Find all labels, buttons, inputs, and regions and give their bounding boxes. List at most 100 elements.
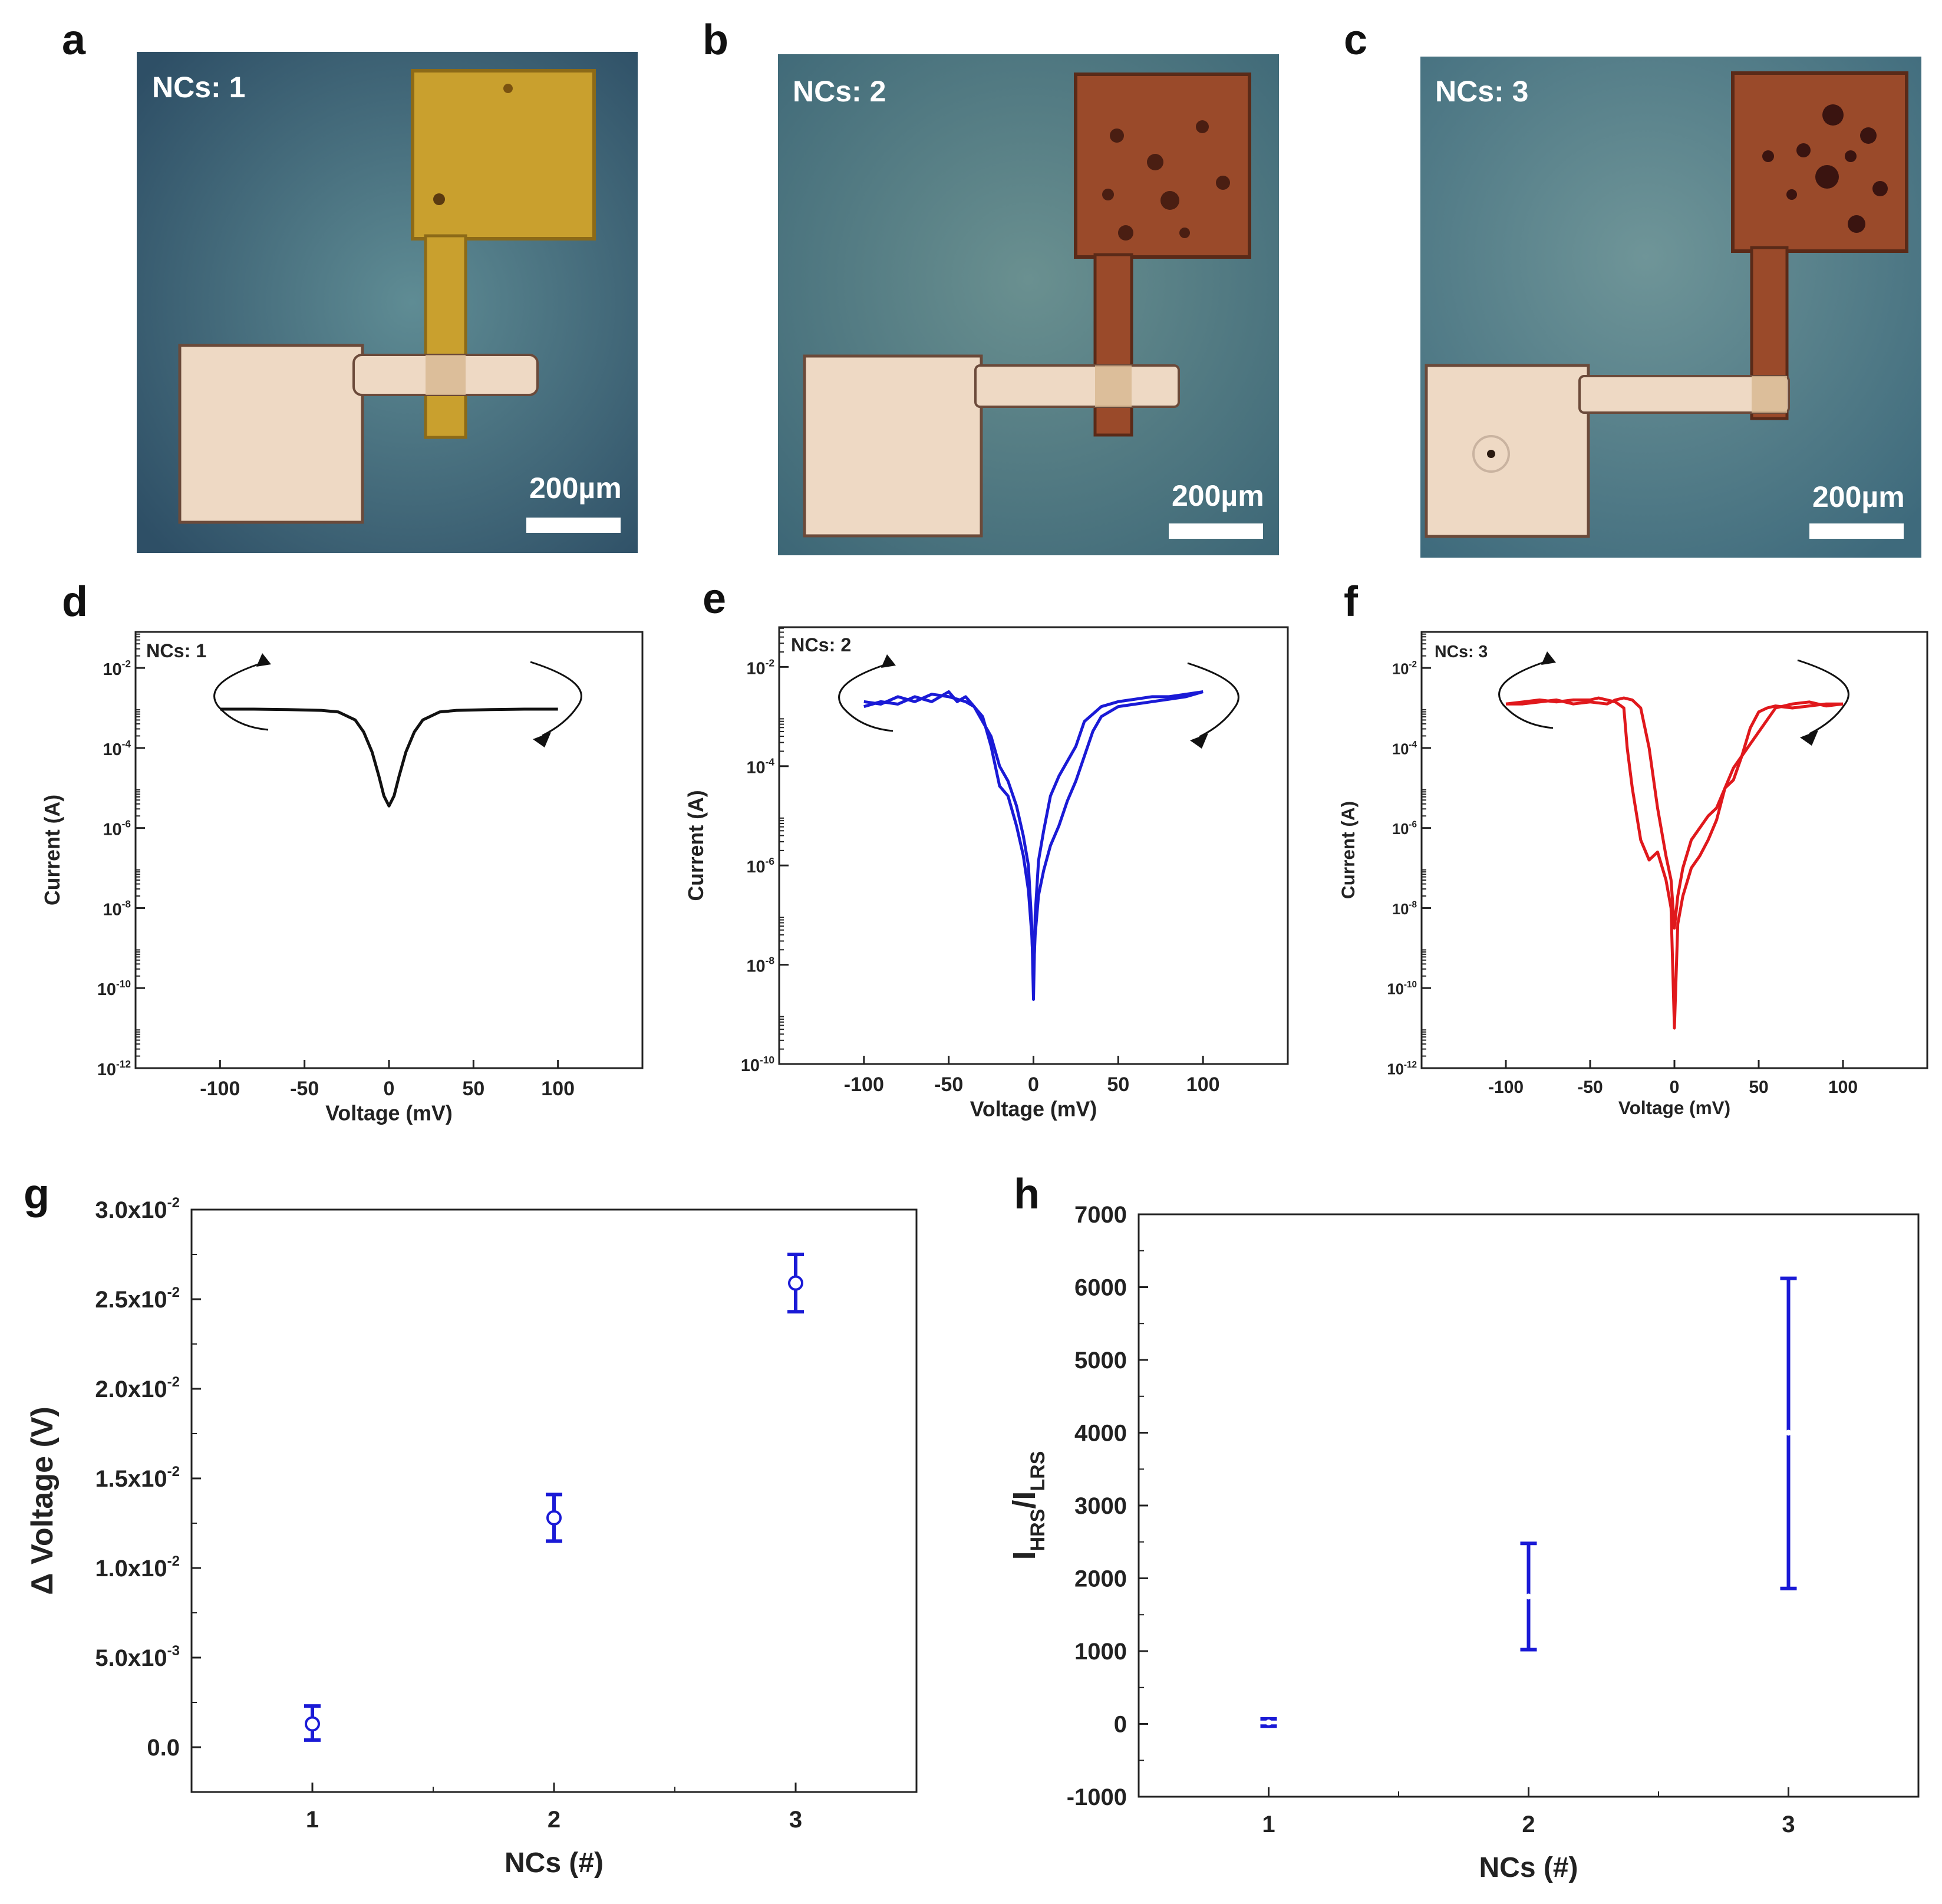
data-point <box>1785 1429 1792 1436</box>
junction-a <box>426 355 466 395</box>
sweep-arrow-head <box>1541 651 1556 665</box>
chart-panel-e: e -100 -50 0 50 100 10-10 10-8 10-6 10-4 10-2 Volta… <box>684 575 1289 1121</box>
y-tick-label: 1.5x10-2 <box>95 1464 180 1492</box>
y-tick-label: 10-12 <box>1387 1060 1417 1078</box>
scale-text-c: 200µm <box>1812 480 1905 513</box>
y-tick-label: 1000 <box>1074 1639 1127 1665</box>
defect-dot-a <box>503 84 513 93</box>
sweep-arrow-curve <box>213 661 269 731</box>
sweep-arrow-curve <box>1187 662 1239 738</box>
y-tick-label: 10-4 <box>1392 740 1417 757</box>
x-tick-label: 100 <box>541 1078 575 1100</box>
y-axis-label: Current (A) <box>41 795 64 905</box>
x-tick-label: 1 <box>1262 1811 1275 1837</box>
panel-label-a: a <box>62 17 86 64</box>
panel-label-e: e <box>703 575 726 622</box>
y-tick-label: 10-8 <box>103 898 131 919</box>
y-tick-label: 5000 <box>1074 1348 1127 1373</box>
x-tick-label: 100 <box>1828 1078 1858 1097</box>
defect-dot-a <box>433 193 445 205</box>
y-tick-label: 1.0x10-2 <box>95 1553 180 1582</box>
bottom-electrode-pad-c <box>1425 364 1590 538</box>
x-tick-label: -100 <box>200 1078 240 1100</box>
x-tick-label: 100 <box>1186 1073 1220 1096</box>
series-line-forward <box>1505 696 1844 1030</box>
panel-label-g: g <box>24 1171 50 1218</box>
bottom-electrode-arm-c <box>1578 375 1790 414</box>
curve-annotation: NCs: 3 <box>1435 643 1488 661</box>
panel-label-b: b <box>703 17 728 64</box>
sweep-arrow-curve <box>1498 659 1554 729</box>
y-axis-label: Δ Voltage (V) <box>25 1406 60 1595</box>
pad-holes-b <box>1102 120 1230 241</box>
sweep-arrow-head <box>1800 730 1818 746</box>
chart-panel-h: h 1 2 3 -1000 0 1000 2000 3000 4000 5000 6000 7000 NC… <box>1007 1171 1920 1883</box>
y-tick-label: 10-4 <box>746 756 774 778</box>
y-tick-label: 10-2 <box>746 657 774 678</box>
scale-bar-a <box>526 518 621 533</box>
y-tick-label: 0 <box>1114 1712 1127 1738</box>
top-electrode-pad-a <box>411 69 596 241</box>
y-tick-label: 10-10 <box>741 1054 774 1075</box>
top-electrode-stem-b <box>1093 253 1133 437</box>
defect-ring-c <box>1472 435 1510 473</box>
sweep-arrow-head <box>881 654 896 668</box>
x-tick-label: 50 <box>1749 1078 1768 1097</box>
y-tick-label: 0.0 <box>147 1735 180 1761</box>
nc-count-text-a: NCs: 1 <box>152 71 245 104</box>
panel-label-h: h <box>1014 1171 1040 1218</box>
sweep-arrow-head <box>256 653 271 667</box>
y-axis-label: Current (A) <box>1337 801 1359 899</box>
y-tick-label: 2000 <box>1074 1566 1127 1592</box>
y-axis-label: Current (A) <box>684 790 708 901</box>
x-tick-label: 2 <box>1522 1811 1535 1837</box>
top-electrode-pad-c <box>1731 71 1908 253</box>
curve-annotation: NCs: 1 <box>146 640 206 661</box>
y-tick-label: 4000 <box>1074 1421 1127 1447</box>
plot-frame <box>134 631 644 1069</box>
nc-count-text-b: NCs: 2 <box>793 75 886 108</box>
series-line-reverse <box>863 690 1204 976</box>
series-line-reverse <box>1506 696 1843 930</box>
sweep-arrow-head <box>1190 733 1208 749</box>
x-axis-label: NCs (#) <box>505 1847 604 1879</box>
sweep-arrow-curve <box>1797 659 1849 735</box>
y-tick-label: 3.0x10-2 <box>95 1195 180 1223</box>
top-electrode-pad-b <box>1074 73 1251 259</box>
panel-b: b NCs: 2 200µm <box>703 17 1279 555</box>
defect-dot-c <box>1487 450 1495 458</box>
panel-a: a NCs: 1 200µm <box>62 17 638 553</box>
x-tick-label: -100 <box>1488 1078 1524 1097</box>
y-tick-label: 10-2 <box>1392 660 1417 677</box>
x-tick-label: 1 <box>306 1807 319 1833</box>
y-tick-label: -1000 <box>1067 1784 1127 1810</box>
y-tick-label: 10-10 <box>1387 980 1417 997</box>
y-tick-label: 10-8 <box>746 954 774 976</box>
data-point <box>1265 1719 1272 1726</box>
bottom-electrode-pad-b <box>803 354 983 538</box>
panel-c: c NCs: 3 200µm <box>1344 17 1921 558</box>
y-tick-label: 2.0x10-2 <box>95 1374 180 1402</box>
y-tick-label: 10-6 <box>1392 820 1417 838</box>
x-tick-label: -50 <box>934 1073 963 1096</box>
y-tick-label: 3000 <box>1074 1493 1127 1519</box>
x-tick-label: 0 <box>384 1078 395 1100</box>
y-tick-label: 10-12 <box>97 1058 131 1079</box>
y-axis-label: IHRS/ILRS <box>1007 1451 1049 1560</box>
curve-annotation: NCs: 2 <box>791 634 851 655</box>
data-point <box>546 1510 562 1526</box>
x-tick-label: 3 <box>789 1807 802 1833</box>
junction-c <box>1752 376 1787 413</box>
scale-bar-c <box>1809 523 1904 539</box>
y-tick-label: 10-8 <box>1392 900 1417 917</box>
y-tick-label: 5.0x10-3 <box>95 1643 180 1671</box>
series-line-ncs-1 <box>220 707 558 808</box>
scale-bar-b <box>1169 523 1263 539</box>
y-tick-label: 6000 <box>1074 1275 1127 1301</box>
x-axis-label: Voltage (mV) <box>1618 1097 1730 1118</box>
x-tick-label: -50 <box>290 1078 319 1100</box>
x-axis-label: Voltage (mV) <box>970 1097 1097 1121</box>
chart-panel-g: g 1 2 3 0.0 5.0x10-3 1.0x10-2 1.5x10-2 2.0x10-2 2… <box>24 1171 918 1879</box>
sweep-arrow-head <box>533 732 551 747</box>
panel-label-f: f <box>1344 578 1359 625</box>
